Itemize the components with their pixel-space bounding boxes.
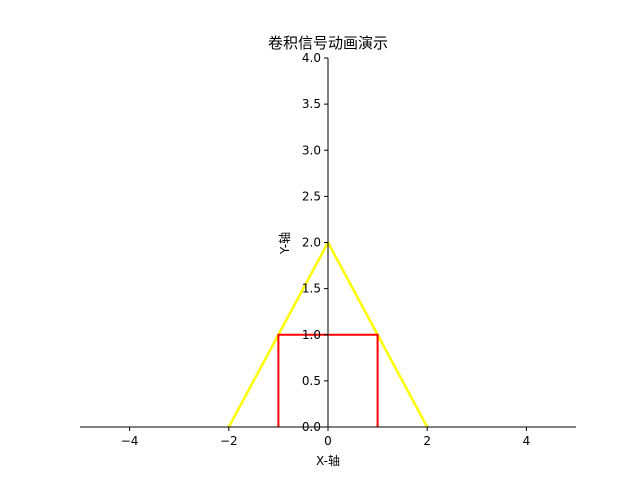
y-tick-label: 3.0 xyxy=(302,143,321,157)
y-tick-label: 2.5 xyxy=(302,189,321,203)
chart-title: 卷积信号动画演示 xyxy=(268,34,388,52)
x-tick-label: 4 xyxy=(523,434,531,448)
y-tick-label: 1.0 xyxy=(302,328,321,342)
y-tick-label: 2.0 xyxy=(302,236,321,250)
x-tick-label: −2 xyxy=(220,434,238,448)
y-tick-label: 3.5 xyxy=(302,97,321,111)
y-tick-label: 4.0 xyxy=(302,51,321,65)
x-tick-label: 2 xyxy=(423,434,431,448)
y-tick-label: 0.5 xyxy=(302,374,321,388)
x-axis-label: X-轴 xyxy=(316,453,340,468)
y-tick-label: 0.0 xyxy=(302,420,321,434)
ticks-layer: −4 −2 0 2 4 0.0 0.5 1.0 1.5 2.0 2.5 3.0 3.5 4.0 xyxy=(121,51,530,448)
x-tick-label: −4 xyxy=(121,434,139,448)
y-tick-label: 1.5 xyxy=(302,282,321,296)
y-axis-label: Y-轴 xyxy=(277,232,292,255)
x-tick-label: 0 xyxy=(324,434,332,448)
